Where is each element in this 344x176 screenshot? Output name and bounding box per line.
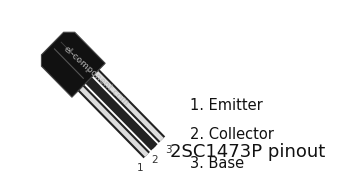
Text: 2SC1473P pinout: 2SC1473P pinout [170,143,325,161]
Text: 1: 1 [137,163,143,173]
Text: 2. Collector: 2. Collector [191,127,274,142]
Text: 3: 3 [165,144,172,155]
Text: el-component.com: el-component.com [62,45,131,108]
Text: 3. Base: 3. Base [191,156,245,171]
Text: 1. Emitter: 1. Emitter [191,98,263,113]
Polygon shape [41,32,105,97]
Text: 2: 2 [151,155,158,165]
